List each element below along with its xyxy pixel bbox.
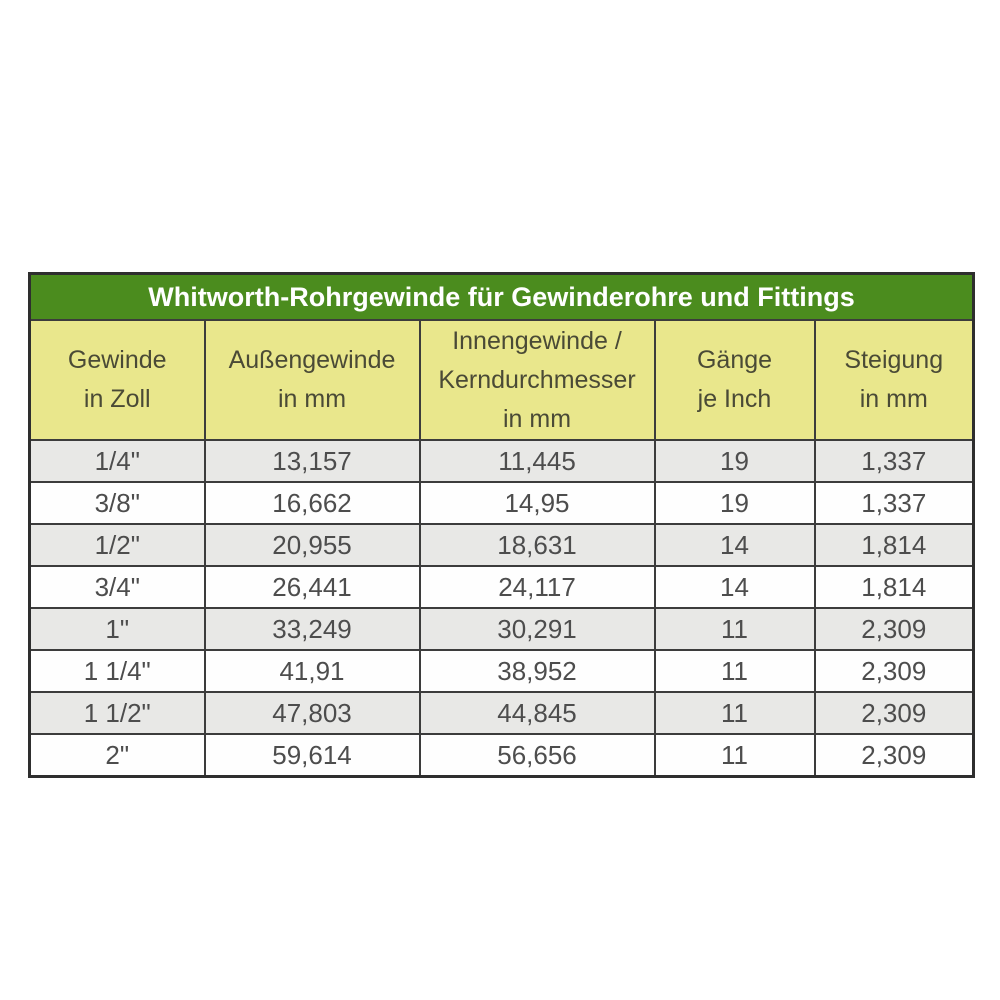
table-cell: 11 [653,607,816,652]
table-row: 2" 59,614 56,656 11 2,309 [28,733,975,778]
table-cell: 1/4" [28,439,206,484]
table-row: 3/4" 26,441 24,117 14 1,814 [28,565,975,610]
column-header-aussengewinde-mm: Außengewinde in mm [203,318,421,442]
table-cell: 2,309 [813,607,975,652]
table-cell: 1,814 [813,523,975,568]
table-row: 3/8" 16,662 14,95 19 1,337 [28,481,975,526]
table-cell: 3/4" [28,565,206,610]
table-cell: 2,309 [813,733,975,778]
table-cell: 1/2" [28,523,206,568]
table-row: 1 1/4" 41,91 38,952 11 2,309 [28,649,975,694]
table-cell: 24,117 [418,565,656,610]
table-cell: 13,157 [203,439,421,484]
table-cell: 44,845 [418,691,656,736]
table-cell: 11 [653,733,816,778]
table-cell: 59,614 [203,733,421,778]
table-cell: 1 1/2" [28,691,206,736]
table-cell: 2,309 [813,649,975,694]
table-row: 1" 33,249 30,291 11 2,309 [28,607,975,652]
column-header-steigung-mm: Steigung in mm [813,318,975,442]
table-cell: 3/8" [28,481,206,526]
table-cell: 41,91 [203,649,421,694]
table-cell: 2" [28,733,206,778]
table-cell: 1,814 [813,565,975,610]
table-row: 1/4" 13,157 11,445 19 1,337 [28,439,975,484]
table-cell: 18,631 [418,523,656,568]
table-title: Whitworth-Rohrgewinde für Gewinderohre u… [28,272,975,321]
table-cell: 1,337 [813,439,975,484]
whitworth-thread-table: Whitworth-Rohrgewinde für Gewinderohre u… [28,272,976,779]
table-cell: 1 1/4" [28,649,206,694]
header-row: Gewinde in Zoll Außengewinde in mm Innen… [28,318,975,442]
title-row: Whitworth-Rohrgewinde für Gewinderohre u… [28,272,975,321]
table-cell: 1,337 [813,481,975,526]
table-cell: 14 [653,523,816,568]
table-row: 1 1/2" 47,803 44,845 11 2,309 [28,691,975,736]
table-cell: 20,955 [203,523,421,568]
table-cell: 14,95 [418,481,656,526]
table-cell: 14 [653,565,816,610]
table-cell: 1" [28,607,206,652]
table-cell: 19 [653,439,816,484]
table-cell: 2,309 [813,691,975,736]
table-cell: 47,803 [203,691,421,736]
table-cell: 16,662 [203,481,421,526]
table-cell: 11,445 [418,439,656,484]
column-header-innengewinde-kerndurchmesser-mm: Innengewinde / Kerndurchmesser in mm [418,318,656,442]
table-cell: 56,656 [418,733,656,778]
spec-table: Whitworth-Rohrgewinde für Gewinderohre u… [28,272,976,779]
table-row: 1/2" 20,955 18,631 14 1,814 [28,523,975,568]
column-header-gewinde-in-zoll: Gewinde in Zoll [28,318,206,442]
table-cell: 30,291 [418,607,656,652]
table-body: 1/4" 13,157 11,445 19 1,337 3/8" 16,662 14,95 19… [28,439,975,778]
table-cell: 19 [653,481,816,526]
table-cell: 26,441 [203,565,421,610]
table-cell: 33,249 [203,607,421,652]
table-cell: 38,952 [418,649,656,694]
table-cell: 11 [653,691,816,736]
table-cell: 11 [653,649,816,694]
column-header-gaenge-je-inch: Gänge je Inch [653,318,816,442]
